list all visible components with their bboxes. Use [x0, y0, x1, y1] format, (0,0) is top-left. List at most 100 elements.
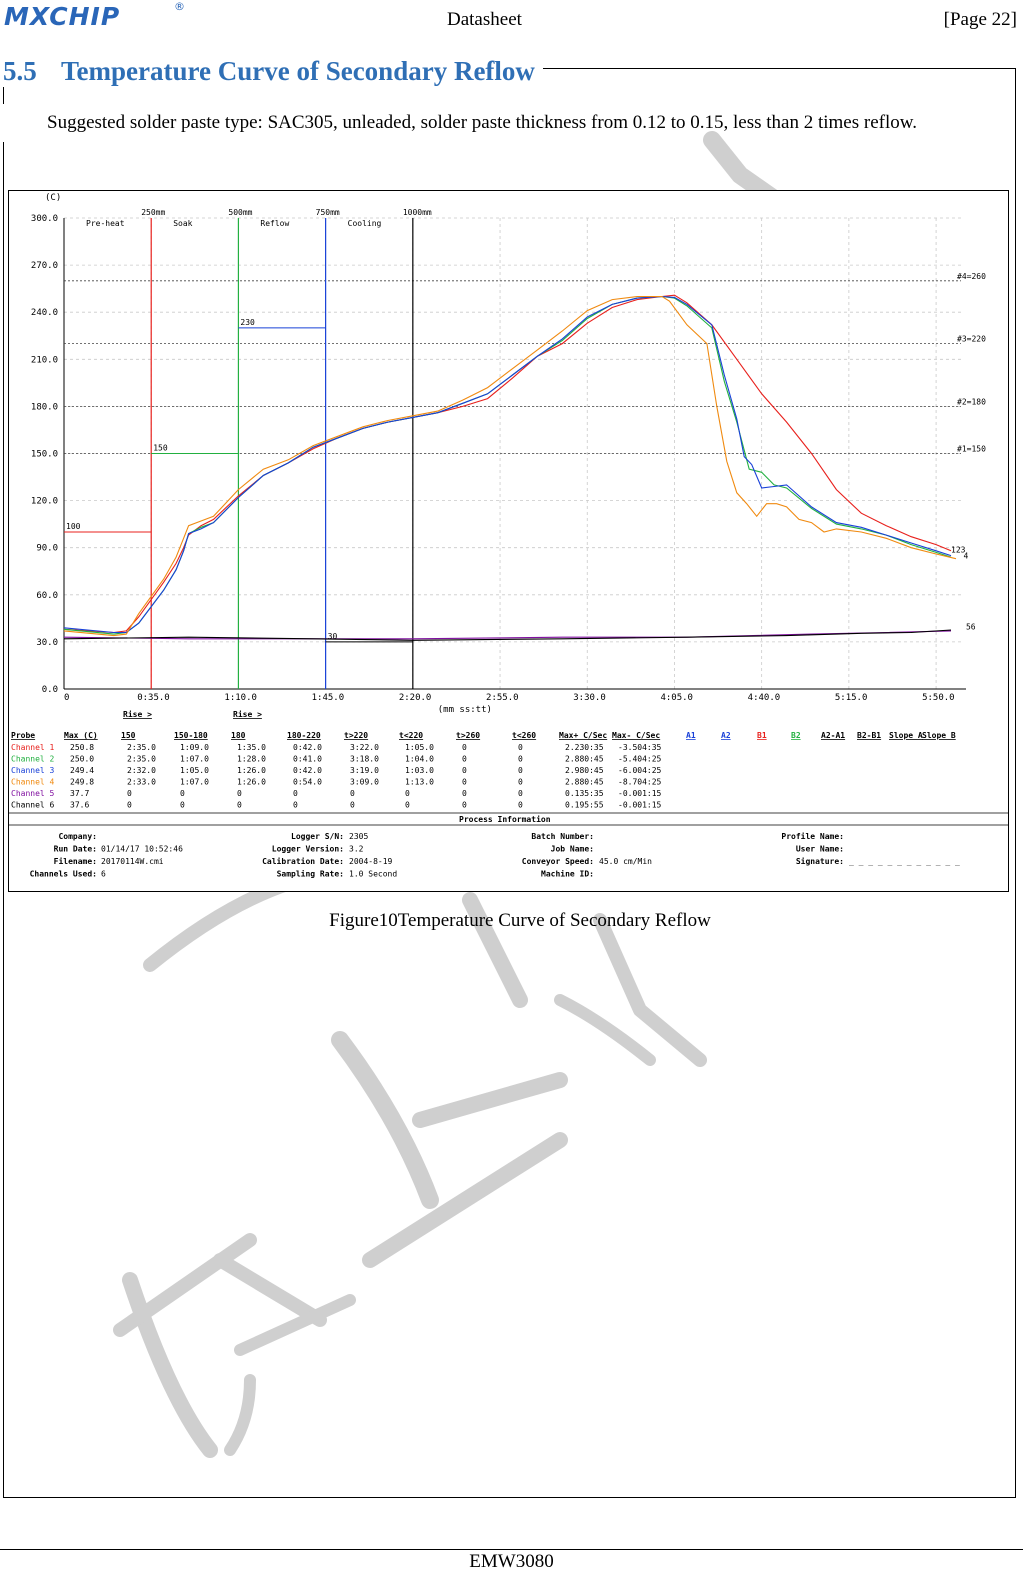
table-cell: 1:05.0 — [405, 743, 434, 752]
table-header: Max+ C/Sec — [559, 731, 607, 740]
zone-distance-label: 750mm — [316, 208, 340, 217]
doc-type: Datasheet — [447, 9, 522, 30]
series-end-label: 4 — [963, 552, 968, 561]
table-cell: 0 — [293, 789, 298, 798]
process-field-value: 2305 — [349, 832, 368, 841]
table-header: t<260 — [512, 731, 536, 740]
table-cell: 0 — [127, 801, 132, 810]
process-field-label: Machine ID: — [541, 869, 594, 879]
table-cell: 0:42.0 — [293, 766, 322, 775]
x-tick-label: 4:40.0 — [748, 693, 781, 703]
table-cell: 250.8 — [70, 743, 94, 752]
table-cell: 2:35.0 — [127, 755, 156, 764]
table-cell: -8.704:25 — [618, 778, 662, 787]
page-number: [Page 22] — [943, 9, 1017, 30]
table-header: 150-180 — [174, 731, 208, 740]
zone-name-label: Reflow — [260, 219, 289, 228]
table-cell: 0 — [237, 801, 242, 810]
zone-name-label: Soak — [173, 219, 192, 228]
table-cell: 1:28.0 — [237, 755, 266, 764]
series-line — [63, 295, 952, 635]
table-header: 180-220 — [287, 731, 321, 740]
process-field-value: 01/14/17 10:52:46 — [101, 845, 183, 854]
process-field-label: User Name: — [796, 845, 844, 854]
y-tick-label: 210.0 — [31, 355, 58, 365]
table-cell: 0 — [405, 789, 410, 798]
table-group-label: Rise > — [233, 709, 262, 719]
y-tick-label: 0.0 — [42, 685, 58, 695]
threshold-label: #3=220 — [957, 335, 986, 344]
zone-level-label: 230 — [240, 318, 255, 327]
process-field-value: 6 — [101, 870, 106, 879]
zone-level-label: 150 — [153, 444, 168, 453]
page-header: MXCHIP ® Datasheet [Page 22] — [0, 0, 1023, 43]
table-header: Slope A — [889, 731, 923, 740]
x-tick-label: 4:05.0 — [660, 693, 693, 703]
y-tick-label: 270.0 — [31, 261, 58, 271]
process-field-label: Profile Name: — [781, 831, 844, 841]
table-cell: 0 — [462, 766, 467, 775]
process-field-value: _ _ _ _ _ _ _ _ _ _ _ _ — [849, 857, 960, 866]
process-field-label: Run Date: — [54, 845, 97, 854]
table-header: A2 — [721, 731, 731, 740]
table-header: Max- C/Sec — [612, 731, 660, 740]
zone-distance-label: 250mm — [141, 208, 165, 217]
paragraph-text: Suggested solder paste type: SAC305, unl… — [47, 112, 917, 133]
series-line — [63, 295, 957, 637]
table-cell: 0 — [237, 789, 242, 798]
table-header: B1 — [757, 731, 767, 740]
y-tick-label: 90.0 — [36, 544, 58, 554]
table-cell: 0 — [462, 743, 467, 752]
x-tick-label: 2:55.0 — [486, 693, 519, 703]
table-cell: 2:32.0 — [127, 766, 156, 775]
table-cell: 0 — [518, 766, 523, 775]
zone-distance-label: 1000mm — [403, 208, 432, 217]
process-field-label: Sampling Rate: — [277, 869, 344, 879]
process-field-label: Calibration Date: — [262, 856, 344, 866]
table-cell: 37.7 — [70, 789, 89, 798]
process-field-label: Filename: — [54, 856, 97, 866]
x-tick-label: 1:10.0 — [224, 693, 257, 703]
table-cell: -5.404:25 — [618, 755, 662, 764]
table-cell: 0 — [518, 778, 523, 787]
table-cell: 37.6 — [70, 801, 89, 810]
table-header: 180 — [231, 731, 246, 740]
table-cell: Channel 5 — [11, 789, 55, 798]
table-cell: 3:19.0 — [350, 766, 379, 775]
table-cell: 1:04.0 — [405, 755, 434, 764]
table-cell: Channel 1 — [11, 743, 55, 752]
process-field-value: 20170114W.cmi — [101, 857, 164, 866]
process-field-label: Batch Number: — [531, 832, 594, 841]
table-cell: Channel 6 — [11, 801, 55, 810]
table-cell: -3.504:35 — [618, 743, 662, 752]
table-cell: 1:09.0 — [180, 743, 209, 752]
process-field-label: Logger S/N: — [291, 832, 344, 841]
table-cell: 2.230:35 — [565, 743, 604, 752]
table-cell: 1:03.0 — [405, 766, 434, 775]
table-cell: 249.8 — [70, 778, 94, 787]
table-header: A2-A1 — [821, 731, 845, 740]
x-tick-label: 2:20.0 — [399, 693, 432, 703]
table-header: A1 — [686, 731, 696, 740]
y-axis-unit: (C) — [45, 193, 61, 203]
table-cell: -6.004:25 — [618, 766, 662, 775]
zone-level-label: 30 — [328, 632, 338, 641]
zone-distance-label: 500mm — [228, 208, 252, 217]
y-tick-label: 240.0 — [31, 308, 58, 318]
table-cell: 3:18.0 — [350, 755, 379, 764]
table-cell: 2.880:45 — [565, 778, 604, 787]
zone-level-label: 100 — [66, 522, 81, 531]
x-tick-label: 5:50.0 — [922, 693, 955, 703]
x-tick-label: 5:15.0 — [835, 693, 868, 703]
reflow-profile-chart: (C) 300.0 270.0 240.0 210.0 180.0 150.0 120.0 90… — [8, 190, 1009, 892]
series-line — [63, 294, 952, 634]
x-tick-label: 0:35.0 — [137, 693, 170, 703]
table-cell: 1:07.0 — [180, 755, 209, 764]
table-cell: -0.001:15 — [618, 789, 662, 798]
table-cell: Channel 3 — [11, 766, 55, 775]
table-cell: Channel 2 — [11, 755, 55, 764]
chart-canvas: (C)300.0270.0240.0210.0180.0150.0120.090… — [9, 193, 1008, 879]
table-cell: 1:35.0 — [237, 743, 266, 752]
table-cell: 0 — [518, 743, 523, 752]
process-field-label: Company: — [58, 832, 97, 841]
